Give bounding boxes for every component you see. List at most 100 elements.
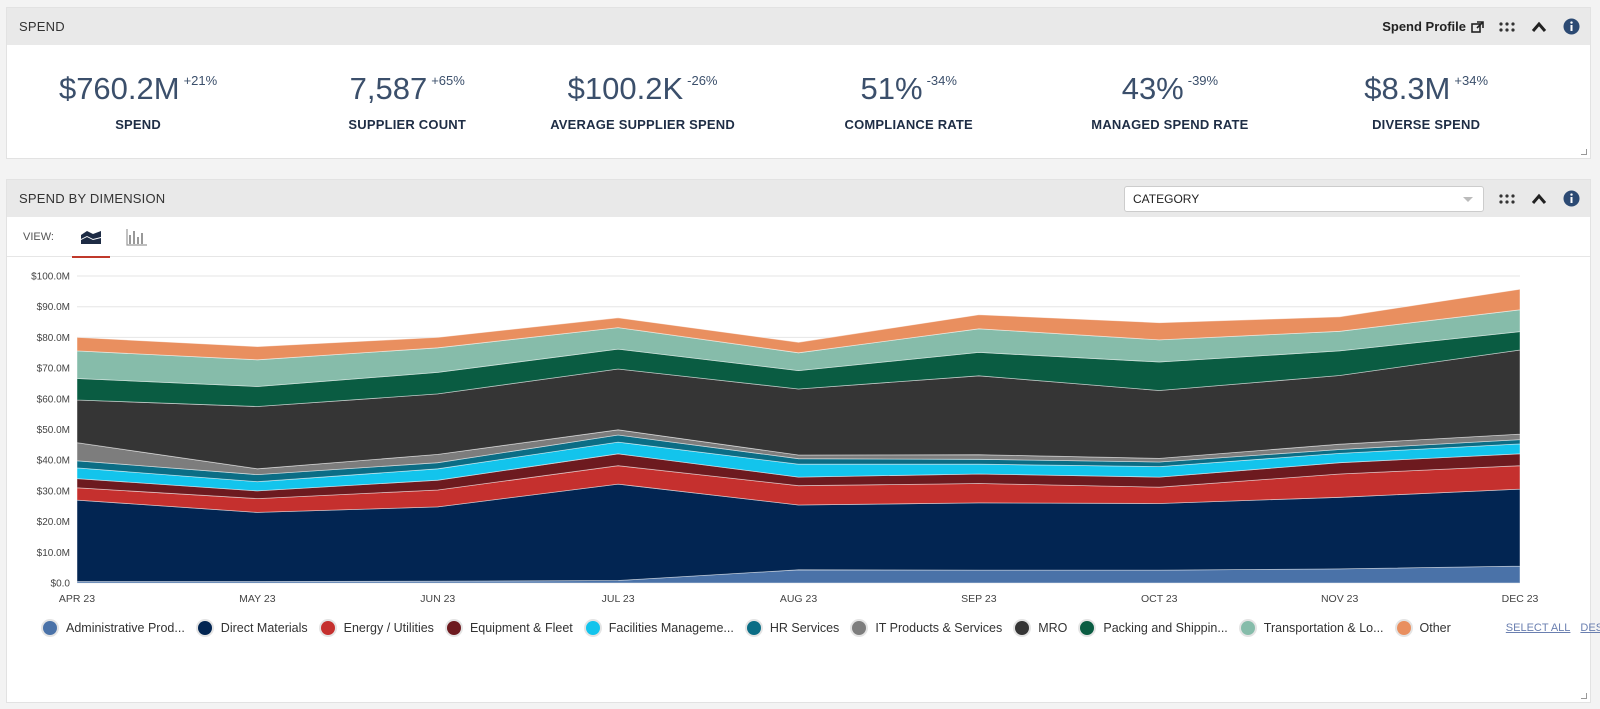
- x-tick-label: OCT 23: [1141, 593, 1178, 605]
- collapse-chevron-icon[interactable]: [1530, 18, 1548, 36]
- legend-swatch: [320, 621, 335, 635]
- legend-item-mro[interactable]: MRO: [1015, 621, 1067, 635]
- x-tick-label: DEC 23: [1502, 593, 1539, 605]
- bar-chart-icon: [126, 228, 147, 246]
- spend-profile-label: Spend Profile: [1382, 19, 1466, 34]
- area-chart-view-button[interactable]: [71, 217, 110, 258]
- y-tick-label: $10.0M: [37, 548, 70, 559]
- spend-panel-header: SPEND Spend Profile: [7, 8, 1590, 45]
- kpi-delta: -26%: [687, 73, 718, 88]
- legend-label: Energy / Utilities: [343, 621, 434, 635]
- kpi-row: $760.2M +21% SPEND 7,587 +65% SUPPLIER COU…: [7, 45, 1590, 160]
- x-tick-label: JUL 23: [602, 593, 635, 605]
- grid-menu-icon[interactable]: [1498, 18, 1516, 36]
- legend-label: HR Services: [769, 621, 840, 635]
- legend-item-equipment-fleet[interactable]: Equipment & Fleet: [446, 621, 573, 635]
- legend-label: Direct Materials: [220, 621, 308, 635]
- area-chart-icon: [80, 230, 101, 244]
- y-tick-label: $30.0M: [37, 486, 70, 497]
- panel-resize-handle[interactable]: [1581, 693, 1587, 699]
- legend-swatch: [1396, 621, 1411, 635]
- y-tick-label: $50.0M: [37, 425, 70, 436]
- legend-item-facilities-manageme[interactable]: Facilities Manageme...: [585, 621, 734, 635]
- legend-swatch: [1080, 621, 1095, 635]
- kpi-label: DIVERSE SPEND: [1372, 117, 1481, 132]
- kpi-supplier-count[interactable]: 7,587 +65% SUPPLIER COUNT: [269, 45, 545, 160]
- kpi-compliance-rate[interactable]: 51% -34% COMPLIANCE RATE: [740, 45, 1078, 160]
- view-label: VIEW:: [23, 230, 54, 243]
- x-tick-label: AUG 23: [780, 593, 818, 605]
- legend-item-hr-services[interactable]: HR Services: [746, 621, 840, 635]
- legend-item-it-products-services[interactable]: IT Products & Services: [852, 621, 1002, 635]
- spend-profile-link[interactable]: Spend Profile: [1382, 19, 1484, 34]
- legend-label: Transportation & Lo...: [1263, 621, 1384, 635]
- kpi-delta: -34%: [926, 73, 957, 88]
- legend-swatch: [43, 621, 57, 635]
- legend-swatch: [197, 621, 212, 635]
- kpi-value: 7,587: [349, 71, 428, 106]
- kpi-value: 51%: [860, 71, 923, 106]
- kpi-label: SPEND: [115, 117, 161, 132]
- legend-swatch: [1015, 621, 1030, 635]
- area-series-other[interactable]: [76, 288, 1521, 361]
- spend-panel: SPEND Spend Profile $760.2M +21% SPEND 7,…: [6, 7, 1591, 159]
- spend-by-dimension-panel: SPEND BY DIMENSION CATEGORY VIEW:: [6, 179, 1600, 703]
- legend-swatch: [446, 621, 461, 635]
- kpi-managed-spend-rate[interactable]: 43% -39% MANAGED SPEND RATE: [1078, 45, 1263, 160]
- kpi-average-supplier-spend[interactable]: $100.2K -26% AVERAGE SUPPLIER SPEND: [545, 45, 740, 160]
- select-all-link[interactable]: SELECT ALL: [1505, 622, 1571, 634]
- y-tick-label: $80.0M: [37, 333, 70, 344]
- kpi-delta: +21%: [183, 73, 218, 88]
- legend-label: IT Products & Services: [875, 621, 1003, 635]
- y-tick-label: $20.0M: [37, 517, 70, 528]
- bar-chart-view-button[interactable]: [118, 217, 156, 257]
- info-icon[interactable]: [1562, 190, 1580, 208]
- kpi-delta: -39%: [1187, 73, 1219, 88]
- legend-swatch: [585, 621, 600, 635]
- kpi-value: 43%: [1121, 71, 1184, 106]
- kpi-spend[interactable]: $760.2M +21% SPEND: [7, 45, 269, 160]
- grid-menu-icon[interactable]: [1498, 190, 1516, 208]
- collapse-chevron-icon[interactable]: [1530, 190, 1548, 208]
- legend-item-other[interactable]: Other: [1396, 621, 1451, 635]
- external-link-icon: [1471, 20, 1484, 33]
- spend-panel-title: SPEND: [19, 19, 65, 34]
- legend-item-transportation-lo[interactable]: Transportation & Lo...: [1240, 621, 1384, 635]
- dimension-panel-title: SPEND BY DIMENSION: [19, 191, 166, 206]
- chart-areas: [76, 288, 1521, 584]
- y-tick-label: $60.0M: [37, 394, 70, 405]
- kpi-delta: +34%: [1454, 73, 1489, 88]
- legend-label: MRO: [1038, 621, 1068, 635]
- legend-label: Facilities Manageme...: [608, 621, 734, 635]
- kpi-value: $100.2K: [567, 71, 684, 106]
- legend-item-direct-materials[interactable]: Direct Materials: [197, 621, 308, 635]
- stacked-area-chart: $0.0 $10.0M $20.0M $30.0M $40.0M $50.0M $60.0M…: [31, 272, 1539, 606]
- dimension-select[interactable]: CATEGORY: [1124, 185, 1484, 212]
- legend-label: Other: [1419, 621, 1451, 635]
- kpi-diverse-spend[interactable]: $8.3M +34% DIVERSE SPEND: [1262, 45, 1590, 160]
- kpi-label: COMPLIANCE RATE: [844, 117, 973, 132]
- legend-swatch: [852, 621, 867, 635]
- legend-item-packing-and-shippin[interactable]: Packing and Shippin...: [1080, 621, 1228, 635]
- x-tick-label: APR 23: [59, 593, 95, 605]
- panel-resize-handle[interactable]: [1581, 149, 1587, 155]
- legend-swatch: [746, 621, 761, 635]
- legend-item-administrative-prod[interactable]: Administrative Prod...: [43, 621, 185, 635]
- info-icon[interactable]: [1562, 18, 1580, 36]
- deselect-all-link[interactable]: DESELECT ALL: [1580, 622, 1600, 634]
- kpi-value: $760.2M: [58, 71, 180, 106]
- legend-label: Packing and Shippin...: [1103, 621, 1228, 635]
- y-tick-label: $90.0M: [37, 302, 70, 313]
- kpi-value: $8.3M: [1364, 71, 1451, 106]
- chart-legend: Administrative Prod... Direct Materials En…: [43, 621, 1600, 635]
- legend-item-energy-utilities[interactable]: Energy / Utilities: [320, 621, 434, 635]
- x-tick-label: MAY 23: [239, 593, 276, 605]
- legend-label: Equipment & Fleet: [469, 621, 573, 635]
- dimension-select-value: CATEGORY: [1133, 191, 1200, 206]
- dimension-panel-header: SPEND BY DIMENSION CATEGORY: [7, 180, 1590, 217]
- kpi-delta: +65%: [431, 73, 465, 88]
- y-tick-label: $0.0: [51, 579, 71, 590]
- kpi-label: AVERAGE SUPPLIER SPEND: [550, 117, 735, 132]
- legend-swatch: [1240, 621, 1255, 635]
- y-tick-label: $100.0M: [31, 272, 70, 283]
